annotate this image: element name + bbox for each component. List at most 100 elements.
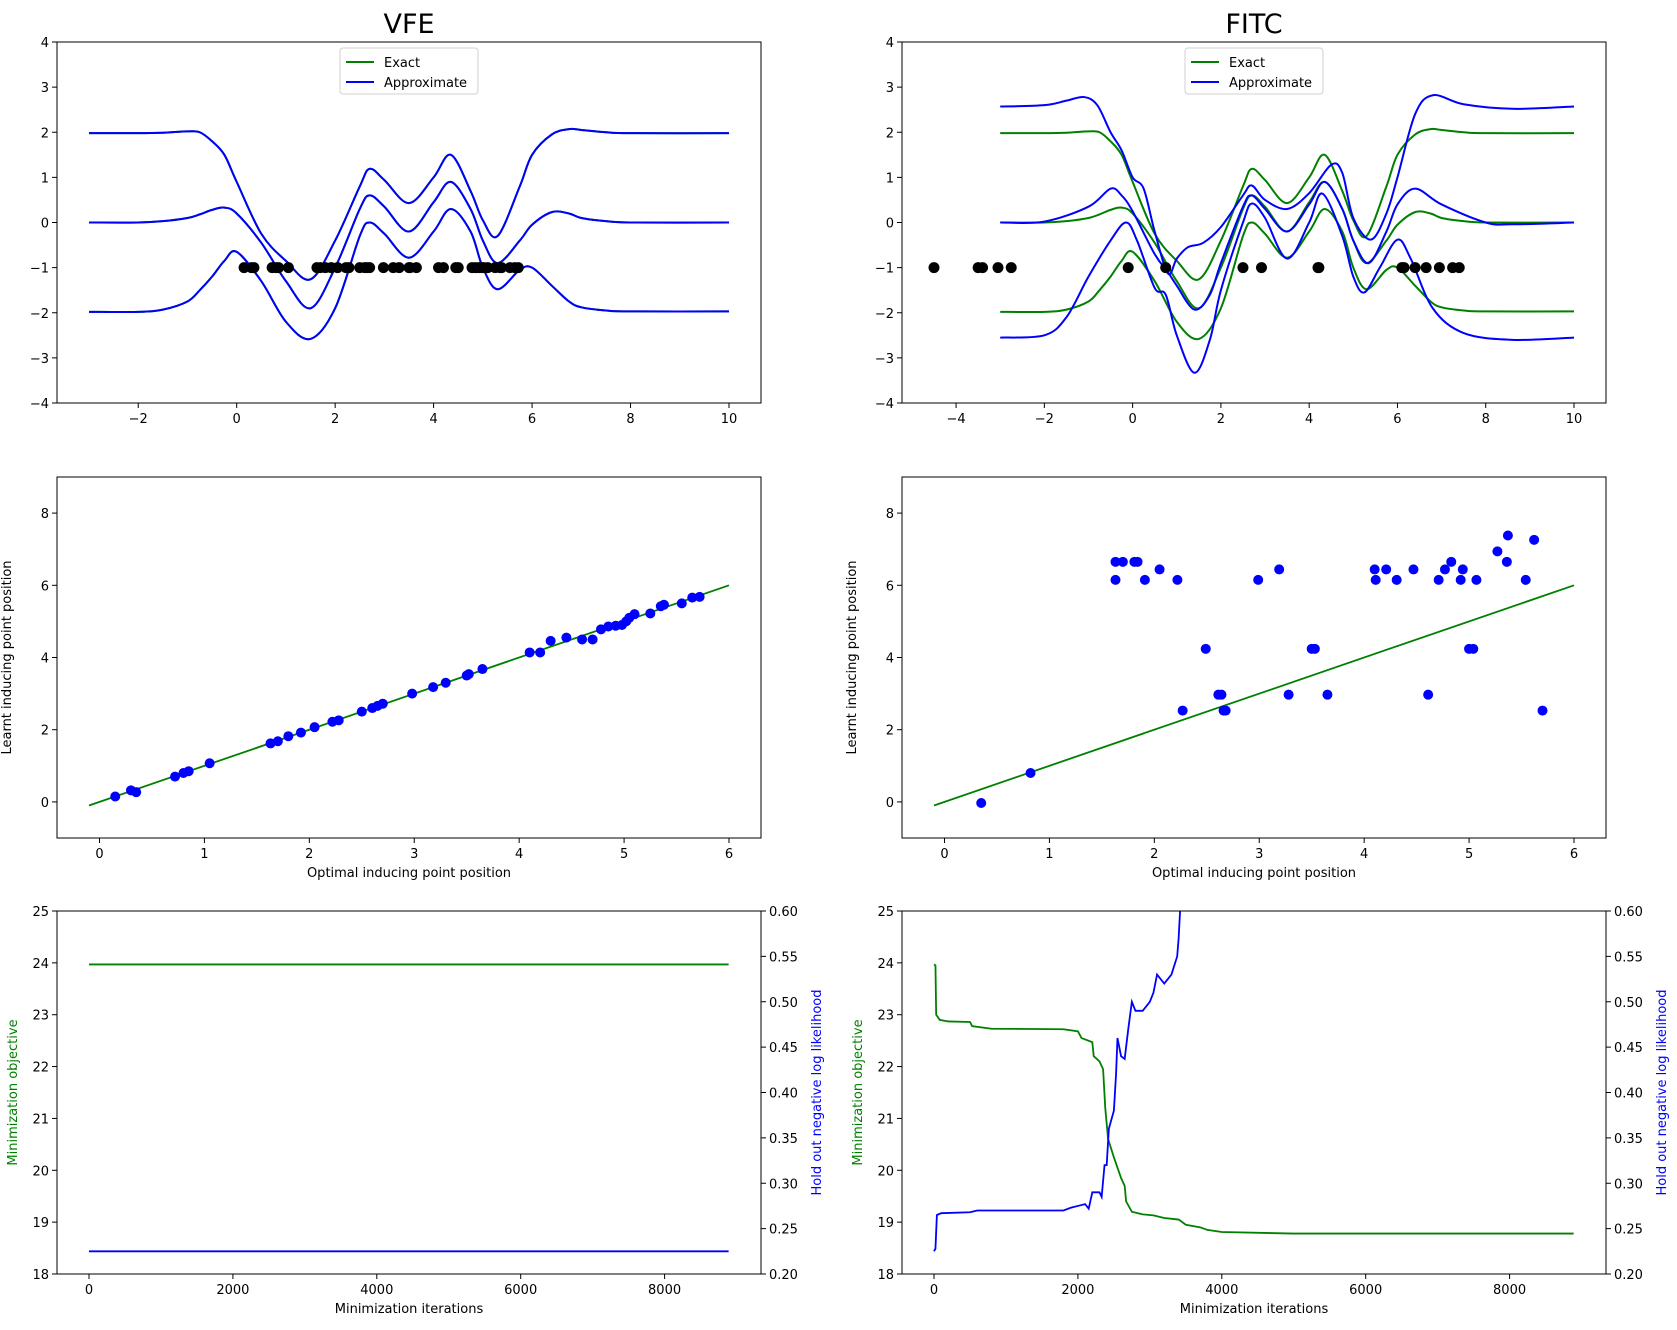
y-tick-label: 2	[886, 724, 894, 739]
series-line-exact	[1000, 127, 1575, 281]
x-tick-label: 4	[1360, 847, 1368, 862]
scatter-point	[1117, 556, 1128, 567]
scatter-point	[272, 736, 283, 747]
scatter-point	[1216, 689, 1227, 700]
legend-label: Exact	[384, 56, 420, 71]
x-axis-label: Optimal inducing point position	[1152, 866, 1356, 881]
y-right-tick-label: 0.50	[769, 996, 798, 1011]
y-tick-label: −4	[875, 397, 894, 412]
y-axis-label: Learnt inducing point position	[0, 560, 15, 754]
scatter-point	[477, 664, 488, 675]
scatter-point	[1468, 643, 1479, 654]
y-tick-label: 8	[41, 507, 49, 522]
series-line-exact	[88, 207, 730, 341]
scatter-point	[658, 599, 669, 610]
scatter-point	[1370, 574, 1381, 585]
x-tick-label: 6000	[504, 1283, 537, 1298]
legend: Exact Approximate	[339, 47, 479, 95]
series-line-approximate	[1000, 180, 1575, 311]
x-tick-label: 2	[1217, 412, 1225, 427]
scatter-point	[687, 592, 698, 603]
inducing-point	[1409, 262, 1421, 274]
scatter-point	[577, 634, 588, 645]
plot-area	[928, 94, 1575, 374]
axes-frame	[901, 910, 1607, 1275]
x-tick-label: 2	[305, 847, 313, 862]
scatter-point	[1529, 534, 1540, 545]
scatter-point	[1423, 689, 1434, 700]
x-tick-label: 2000	[216, 1283, 249, 1298]
inducing-point	[1313, 262, 1325, 274]
scatter-point	[407, 688, 418, 699]
scatter-point	[377, 698, 388, 709]
x-tick-label: 4	[429, 412, 437, 427]
inducing-point	[496, 262, 508, 274]
x-tick-label: 6	[725, 847, 733, 862]
subplot-fitc-inducing: 0 1 2 3 4 5 6 0 2 4 6 8 Optimal inducing point posit…	[845, 476, 1607, 881]
x-tick-label: 6	[1393, 412, 1401, 427]
scatter-point	[283, 731, 294, 742]
y-right-tick-label: 0.20	[1614, 1268, 1643, 1283]
y-right-tick-label: 0.60	[769, 905, 798, 920]
scatter-point	[1154, 564, 1165, 575]
plot-area	[88, 127, 730, 341]
holdout-line	[933, 911, 1181, 1252]
x-tick-label: 8	[626, 412, 634, 427]
x-tick-label: 1	[1045, 847, 1053, 862]
y-tick-label: 6	[41, 579, 49, 594]
scatter-point	[333, 715, 344, 726]
legend-label: Approximate	[384, 76, 467, 91]
y-tick-label: 4	[886, 36, 894, 51]
inducing-point	[410, 262, 422, 274]
y-axis-label: Minimization objective	[851, 1019, 866, 1165]
axes-frame	[56, 476, 762, 839]
y-tick-label: 20	[32, 1164, 49, 1179]
scatter-point	[535, 647, 546, 658]
scatter-point	[1283, 689, 1294, 700]
scatter-point	[1110, 574, 1121, 585]
x-tick-label: 6	[528, 412, 536, 427]
x-tick-label: 3	[1255, 847, 1263, 862]
scatter-point	[1274, 564, 1285, 575]
y-right-tick-label: 0.35	[1614, 1132, 1643, 1147]
y-right-axis-label: Hold out negative log likelihood	[810, 990, 825, 1196]
inducing-point	[1160, 262, 1172, 274]
y-tick-label: −2	[875, 307, 894, 322]
scatter-point	[183, 766, 194, 777]
y-right-tick-label: 0.25	[769, 1223, 798, 1238]
y-tick-label: 2	[41, 724, 49, 739]
scatter-point	[1433, 574, 1444, 585]
y-tick-label: 4	[886, 652, 894, 667]
x-tick-label: 8	[1482, 412, 1490, 427]
series-line-exact	[1000, 180, 1575, 310]
x-tick-label: 0	[85, 1283, 93, 1298]
inducing-point	[1256, 262, 1268, 274]
x-tick-label: 4	[1305, 412, 1313, 427]
y-tick-label: −2	[30, 307, 49, 322]
y-right-tick-label: 0.55	[769, 950, 798, 965]
y-tick-label: 22	[877, 1061, 894, 1076]
scatter-point	[1455, 574, 1466, 585]
x-tick-label: 4000	[1205, 1283, 1238, 1298]
legend-box	[1184, 47, 1324, 95]
y-axis-label: Minimization objective	[6, 1019, 21, 1165]
y-tick-label: −1	[30, 262, 49, 277]
x-tick-label: 8000	[1493, 1283, 1526, 1298]
y-tick-label: 21	[32, 1112, 49, 1127]
inducing-point	[977, 262, 989, 274]
inducing-point	[1122, 262, 1134, 274]
y-right-tick-label: 0.25	[1614, 1223, 1643, 1238]
x-axis-label: Minimization iterations	[335, 1302, 484, 1317]
title-fitc: FITC	[1225, 9, 1282, 40]
subplot-fitc-training: 0 2000 4000 6000 8000 18 19 20 21 22 23 24 25 Minimiz…	[851, 905, 1670, 1317]
inducing-point	[452, 262, 464, 274]
scatter-point	[561, 632, 572, 643]
scatter-point	[356, 706, 367, 717]
x-tick-label: 4000	[360, 1283, 393, 1298]
title-vfe: VFE	[383, 9, 434, 40]
x-tick-label: 6000	[1349, 1283, 1382, 1298]
y-tick-label: 18	[877, 1268, 894, 1283]
x-tick-label: 0	[930, 1283, 938, 1298]
y-right-tick-label: 0.30	[769, 1177, 798, 1192]
scatter-point	[309, 722, 320, 733]
